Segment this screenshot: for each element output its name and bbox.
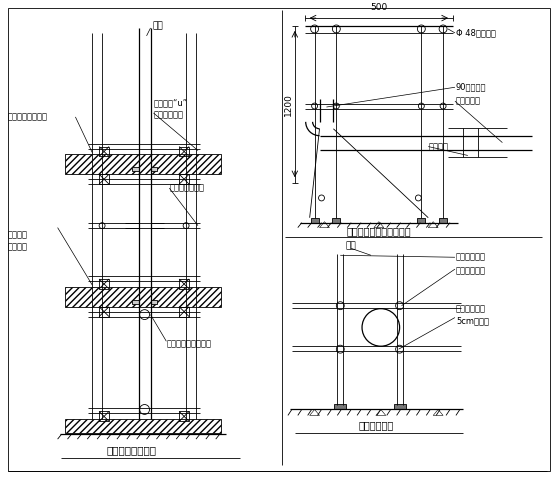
Circle shape [416, 195, 421, 201]
Text: 泵管: 泵管 [346, 241, 357, 250]
Text: 1200: 1200 [284, 93, 293, 116]
Circle shape [337, 345, 344, 353]
Circle shape [396, 345, 404, 353]
Bar [99, 307, 109, 317]
Text: 泵管: 泵管 [152, 21, 164, 30]
Circle shape [337, 302, 344, 310]
Circle shape [362, 309, 400, 346]
Text: 水平泵管垂直上弯处固定: 水平泵管垂直上弯处固定 [347, 227, 411, 237]
Bar [334, 404, 346, 409]
Text: 砷楼面上需加
5cm厚垫板: 砷楼面上需加 5cm厚垫板 [456, 304, 489, 325]
Bar [99, 147, 109, 156]
Text: 泵管穿楼板固定图: 泵管穿楼板固定图 [107, 445, 157, 455]
Text: 水平管支撑: 水平管支撑 [456, 97, 481, 106]
Bar [99, 411, 109, 422]
Text: 架子管和“u”
托与楼板顶紧: 架子管和“u” 托与楼板顶紧 [153, 99, 188, 120]
Bar [179, 307, 189, 317]
Text: 钒管支架: 钒管支架 [428, 142, 448, 151]
Bar [179, 279, 189, 289]
Bar [439, 218, 447, 223]
Bar [132, 300, 139, 304]
Bar [417, 218, 425, 223]
Bar [99, 279, 109, 289]
Text: 水平泵管固定: 水平泵管固定 [358, 420, 394, 430]
Bar [179, 174, 189, 184]
Bar [311, 218, 319, 223]
Text: Φ 48钒管支架: Φ 48钒管支架 [456, 29, 496, 37]
Text: 架子管托住泵管卡子: 架子管托住泵管卡子 [166, 340, 211, 349]
Bar [64, 287, 221, 307]
Circle shape [139, 405, 150, 414]
Circle shape [417, 25, 425, 33]
Circle shape [311, 25, 319, 33]
Text: 90度弯头管: 90度弯头管 [456, 83, 487, 92]
Bar [99, 174, 109, 184]
Bar [64, 419, 221, 433]
Bar [132, 167, 139, 171]
Circle shape [439, 25, 447, 33]
Bar [179, 147, 189, 156]
Circle shape [418, 103, 424, 109]
Text: 木楞子将泵管固定: 木楞子将泵管固定 [7, 112, 47, 121]
Circle shape [311, 103, 318, 109]
Circle shape [183, 223, 189, 228]
Bar [179, 411, 189, 422]
Circle shape [333, 103, 339, 109]
Circle shape [440, 103, 446, 109]
Bar [64, 154, 221, 174]
Text: 管卡附近掃设: 管卡附近掃设 [456, 253, 486, 262]
Circle shape [333, 25, 340, 33]
Bar [151, 167, 157, 171]
Bar [394, 404, 405, 409]
Bar [333, 218, 340, 223]
Circle shape [396, 302, 404, 310]
Text: 木楞子将
泵管固定: 木楞子将 泵管固定 [7, 230, 27, 251]
Bar [151, 300, 157, 304]
Circle shape [139, 310, 150, 319]
Text: 钒管支架固定: 钒管支架固定 [456, 267, 486, 275]
Text: 500: 500 [370, 3, 388, 12]
Text: 架子上下垫方木: 架子上下垫方木 [169, 183, 204, 193]
Circle shape [99, 223, 105, 228]
Circle shape [319, 195, 324, 201]
